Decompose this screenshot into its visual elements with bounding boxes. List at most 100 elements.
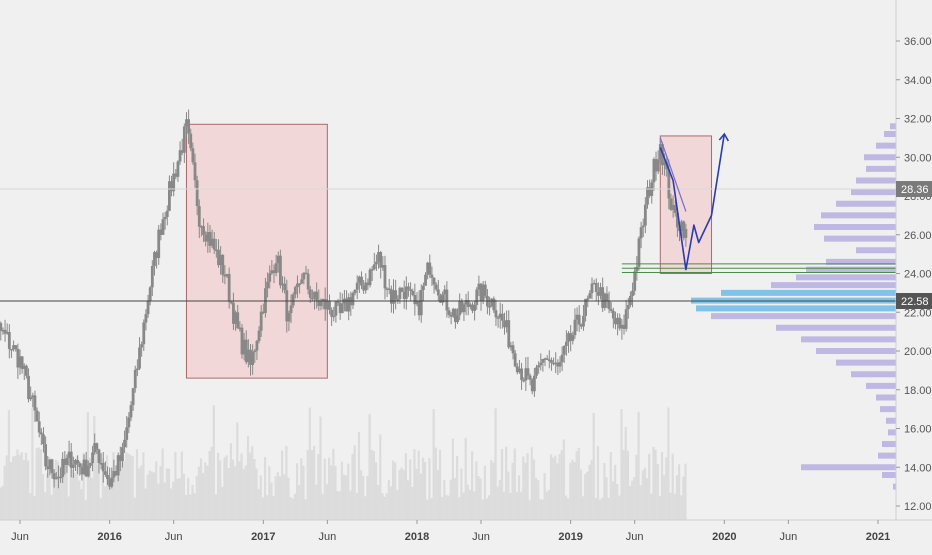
volume-bar [541,500,543,520]
candle-body [539,363,542,366]
volume-bar [482,500,484,520]
volume-bar [623,450,625,520]
volume-bar [684,464,686,520]
y-tick-label: 16.00 [904,424,932,436]
volume-bar [430,498,432,520]
volume-bar [19,455,21,520]
candle-body [586,298,589,300]
volume-bar [369,414,371,520]
y-tick-label: 24.00 [904,269,932,281]
volume-bar [345,475,347,520]
volume-bar [46,474,48,520]
volume-bar [360,470,362,520]
candle-body [151,266,154,287]
candle-body [527,368,530,375]
candle-body [638,238,641,266]
candle-body [106,475,109,479]
volume-bar [591,460,593,520]
volume-bar [25,453,27,520]
volume-bar [268,466,270,520]
volume-bar [123,461,125,520]
candle-body [177,161,180,176]
candle-body [431,275,434,278]
volume-bar [441,497,443,520]
x-tick-label: Jun [11,531,29,543]
candle-body [625,309,628,329]
volume-profile-bar [851,189,896,195]
x-tick-label: 2020 [712,531,736,543]
volume-bar [473,491,475,520]
volume-bar [565,495,567,520]
volume-bar [215,494,217,520]
candle-body [420,290,423,315]
volume-bar [631,481,633,520]
candle-body [445,290,448,311]
volume-bar [305,499,307,520]
candle-body [256,341,259,351]
volume-bar [95,445,97,520]
candle-body [38,421,41,432]
candle-body [578,315,581,325]
x-tick-label: 2017 [251,531,275,543]
candle-body [0,323,2,331]
volume-bar [494,408,496,520]
volume-bar [629,486,631,520]
candle-body [191,148,194,162]
y-tick-label: 14.00 [904,462,932,474]
volume-bar [151,472,153,520]
candle-body [550,360,553,363]
volume-bar [309,408,311,520]
volume-bar [341,462,343,520]
volume-bar [620,409,622,520]
volume-bar [588,465,590,520]
candle-body [279,256,282,286]
candle-body [140,344,143,347]
volume-bar [140,466,142,520]
candle-body [582,316,585,327]
candle-body [78,463,81,467]
volume-bar [618,496,620,520]
candle-body [473,305,476,311]
volume-bar [584,474,586,520]
candle-body [72,465,75,468]
volume-bar [580,470,582,520]
volume-bar [315,485,317,520]
volume-bar [172,482,174,520]
volume-bar [38,447,40,520]
volume-bar [179,478,181,520]
volume-bar [226,455,228,520]
candle-body [411,291,414,295]
candle-body [36,411,39,422]
volume-bar [509,493,511,520]
volume-bar [371,450,373,520]
candle-body [559,362,562,366]
volume-bar [85,500,87,520]
volume-bar [529,500,531,520]
volume-bar [181,451,183,520]
volume-bar [377,485,379,520]
volume-bar [292,498,294,520]
volume-bar [351,454,353,520]
volume-bar [388,480,390,520]
candle-body [627,305,630,309]
candle-body [275,263,278,273]
volume-bar [142,452,144,520]
volume-bar [174,452,176,520]
volume-bar [480,479,482,520]
volume-bar [302,466,304,520]
candle-body [635,267,638,272]
candle-body [283,284,286,291]
volume-bar [27,460,29,520]
volume-bar [373,451,375,520]
candle-body [384,265,387,288]
volume-bar [168,469,170,520]
volume-bar [475,461,477,520]
candle-body [213,239,216,250]
volume-bar [578,448,580,520]
candle-body [332,316,335,318]
volume-bar [680,495,682,520]
candle-body [8,332,11,349]
volume-bar [362,476,364,520]
